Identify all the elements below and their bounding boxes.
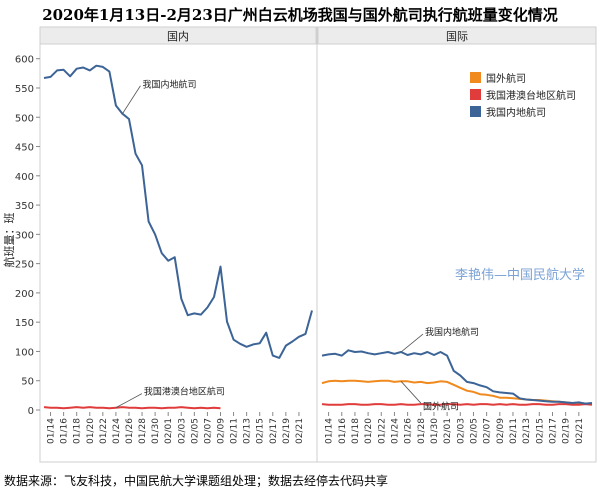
- annotation-leader: [400, 381, 422, 404]
- y-tick-label: 250: [15, 260, 34, 271]
- y-tick-label: 400: [15, 172, 34, 183]
- annotation-label: 我国港澳台地区航司: [144, 386, 225, 398]
- x-tick-label: 01/14: [325, 418, 335, 444]
- annotation-leader: [400, 333, 424, 353]
- x-tick-label: 02/21: [575, 418, 585, 444]
- x-tick-label: 02/19: [562, 418, 572, 444]
- legend-label: 我国港澳台地区航司: [486, 89, 576, 102]
- x-tick-label: 01/14: [47, 418, 57, 444]
- x-tick-label: 01/20: [364, 418, 374, 444]
- x-tick-label: 01/18: [351, 418, 361, 444]
- y-tick-label: 150: [15, 318, 34, 329]
- x-tick-label: 02/17: [269, 418, 279, 444]
- chart-title: 2020年1月13日-2月23日广州白云机场我国与国外航司执行航班量变化情况: [42, 6, 558, 24]
- watermark: 李艳伟—中国民航大学: [455, 267, 585, 283]
- legend-label: 国外航司: [486, 72, 526, 85]
- x-tick-label: 01/30: [151, 418, 161, 444]
- y-tick-label: 300: [15, 230, 34, 241]
- y-tick-label: 600: [15, 55, 34, 66]
- y-tick-label: 50: [21, 377, 34, 388]
- panel-strip-domestic: [39, 26, 317, 45]
- x-tick-label: 02/11: [230, 418, 240, 444]
- panel-title-international: 国际: [446, 30, 468, 43]
- x-tick-label: 02/05: [190, 418, 200, 444]
- legend-swatch: [470, 72, 481, 83]
- series-line-1-1: [321, 403, 593, 406]
- y-tick-label: 100: [15, 347, 34, 358]
- x-tick-label: 02/15: [535, 418, 545, 444]
- series-line-1-2: [321, 349, 593, 405]
- x-tick-label: 01/30: [430, 418, 440, 444]
- x-tick-label: 02/17: [548, 418, 558, 444]
- x-tick-label: 02/21: [295, 418, 305, 444]
- y-tick-label: 200: [15, 289, 34, 300]
- y-tick-label: 550: [15, 84, 34, 95]
- x-tick-label: 02/07: [483, 418, 493, 444]
- source-note: 数据来源：飞友科技，中国民航大学课题组处理；数据去经停去代码共享: [4, 474, 389, 488]
- series-line-1-0: [321, 379, 593, 406]
- x-tick-label: 02/07: [203, 418, 213, 444]
- x-tick-label: 02/19: [282, 418, 292, 444]
- x-tick-label: 02/01: [164, 418, 174, 444]
- panel-title-domestic: 国内: [167, 29, 189, 43]
- x-tick-label: 01/18: [73, 418, 83, 444]
- legend-label: 我国内地航司: [486, 106, 546, 119]
- x-tick-label: 02/09: [216, 418, 226, 444]
- legend-swatch: [470, 89, 481, 100]
- annotation-leader: [115, 393, 143, 409]
- x-tick-label: 01/24: [390, 418, 400, 444]
- annotation-label: 我国内地航司: [142, 79, 196, 91]
- y-axis: 0 50 100 150 200 250 300 350 400 450 500 550 600: [15, 55, 40, 417]
- x-tick-label: 01/22: [377, 418, 387, 444]
- x-tick-label: 02/01: [443, 418, 453, 444]
- x-axis: 01/14 01/16 01/18 01/20 01/22 01/24 01/26 01/28…: [47, 412, 585, 444]
- legend-swatch: [470, 106, 481, 117]
- y-tick-label: 500: [15, 113, 34, 124]
- x-tick-label: 02/15: [256, 418, 266, 444]
- x-tick-label: 02/03: [177, 418, 187, 444]
- x-tick-label: 01/24: [112, 418, 122, 444]
- y-tick-label: 350: [15, 201, 34, 212]
- x-tick-label: 01/26: [125, 418, 135, 444]
- x-tick-label: 02/13: [243, 418, 253, 444]
- x-tick-label: 01/28: [138, 418, 148, 444]
- y-tick-label: 450: [15, 143, 34, 154]
- x-tick-label: 01/28: [417, 418, 427, 444]
- x-tick-label: 01/16: [338, 418, 348, 444]
- x-tick-label: 01/26: [404, 418, 414, 444]
- x-tick-label: 01/20: [86, 418, 96, 444]
- legend-box: [466, 66, 586, 126]
- series-lines: [43, 64, 593, 410]
- series-line-0-0: [43, 64, 313, 359]
- annotation-leader: [122, 85, 141, 114]
- annotation-label: 国外航司: [423, 400, 459, 412]
- panel-strip-international: [317, 26, 597, 45]
- x-tick-label: 02/09: [496, 418, 506, 444]
- x-tick-label: 02/11: [509, 418, 519, 444]
- annotation-label: 我国内地航司: [425, 326, 479, 338]
- x-tick-label: 01/22: [99, 418, 109, 444]
- series-line-0-1: [43, 406, 221, 410]
- x-tick-label: 02/03: [456, 418, 466, 444]
- x-tick-label: 02/13: [522, 418, 532, 444]
- y-axis-label: 航班量：班: [2, 213, 16, 268]
- x-tick-label: 01/16: [60, 418, 70, 444]
- y-tick-label: 0: [28, 406, 34, 417]
- x-tick-label: 02/05: [469, 418, 479, 444]
